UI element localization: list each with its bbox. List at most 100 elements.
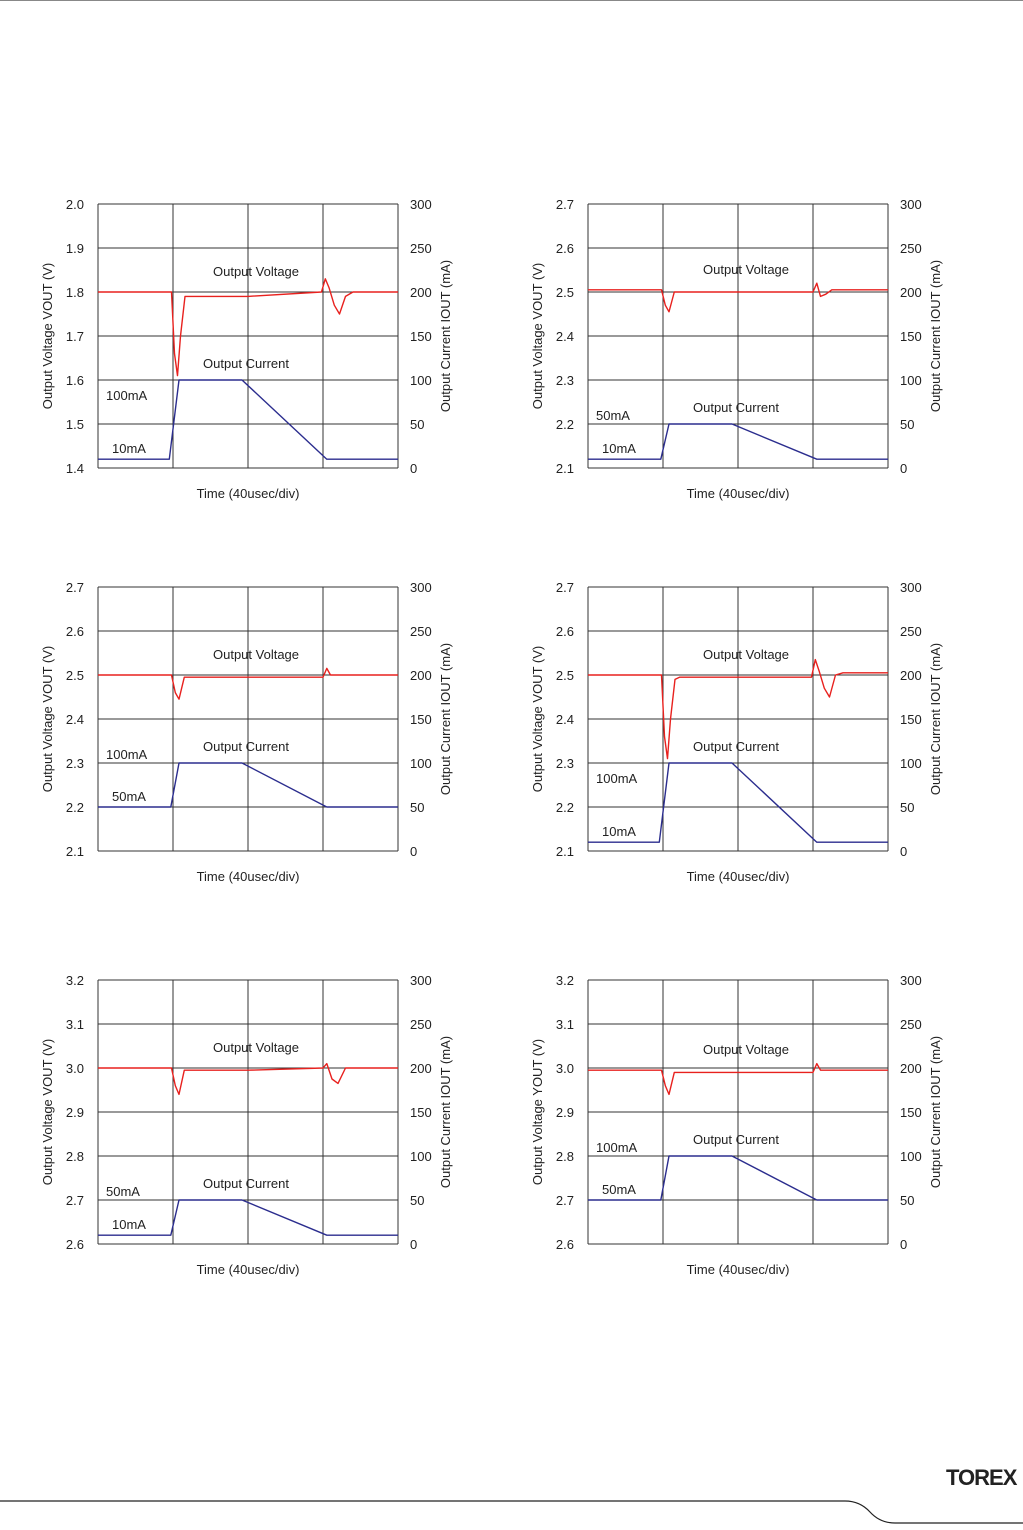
y-tick-label: 2.3 bbox=[556, 373, 574, 388]
y2-axis-title: Output Current IOUT (mA) bbox=[928, 643, 943, 795]
y2-tick-label: 100 bbox=[410, 1149, 432, 1164]
output-voltage-label: Output Voltage bbox=[213, 1040, 299, 1055]
y2-axis-title: Output Current IOUT (mA) bbox=[438, 1036, 453, 1188]
y-tick-label: 2.3 bbox=[556, 756, 574, 771]
chart-1-svg: 1.4 1.5 1.6 1.7 1.8 1.9 2.0 0 50 100 150 200 250 300 T… bbox=[40, 197, 453, 501]
chart-6-svg: 2.6 2.7 2.8 2.9 3.0 3.1 3.2 0 50 100 150 200 250 300 T… bbox=[530, 973, 943, 1277]
y2-tick-label: 150 bbox=[900, 712, 922, 727]
high-current-label: 100mA bbox=[596, 1140, 638, 1155]
low-current-label: 50mA bbox=[602, 1182, 636, 1197]
voltage-series-line bbox=[588, 1062, 888, 1096]
voltage-series-line bbox=[98, 1062, 398, 1096]
output-voltage-label: Output Voltage bbox=[703, 262, 789, 277]
y2-tick-label: 100 bbox=[410, 756, 432, 771]
y2-tick-label: 250 bbox=[410, 624, 432, 639]
y-tick-label: 2.4 bbox=[66, 712, 84, 727]
y2-tick-label: 100 bbox=[900, 373, 922, 388]
x-axis-title: Time (40usec/div) bbox=[197, 1262, 300, 1277]
torex-logo: TOREX bbox=[946, 1465, 1017, 1490]
y2-tick-label: 0 bbox=[410, 844, 417, 859]
y-tick-label: 1.6 bbox=[66, 373, 84, 388]
y-tick-label: 2.8 bbox=[556, 1149, 574, 1164]
x-axis-title: Time (40usec/div) bbox=[687, 1262, 790, 1277]
y2-tick-label: 250 bbox=[900, 241, 922, 256]
y2-tick-label: 0 bbox=[900, 461, 907, 476]
y-tick-label: 2.8 bbox=[66, 1149, 84, 1164]
y-tick-label: 1.9 bbox=[66, 241, 84, 256]
y-tick-label: 2.7 bbox=[556, 580, 574, 595]
plot-grid bbox=[97, 979, 399, 1245]
high-current-label: 50mA bbox=[106, 1184, 140, 1199]
chart-4-svg: 2.1 2.2 2.3 2.4 2.5 2.6 2.7 0 50 100 150 200 250 300 T… bbox=[530, 580, 943, 884]
voltage-series-line bbox=[588, 282, 888, 313]
y-tick-label: 3.1 bbox=[556, 1017, 574, 1032]
current-series-line bbox=[588, 1155, 888, 1201]
chart-4: 2.1 2.2 2.3 2.4 2.5 2.6 2.7 0 50 100 150 200 250 300 T… bbox=[520, 573, 990, 893]
chart-2: 2.1 2.2 2.3 2.4 2.5 2.6 2.7 0 50 100 150 200 250 300 T… bbox=[520, 190, 990, 510]
y-tick-label: 2.6 bbox=[556, 241, 574, 256]
y2-axis-title: Output Current IOUT (mA) bbox=[438, 260, 453, 412]
chart-1: 1.4 1.5 1.6 1.7 1.8 1.9 2.0 0 50 100 150 200 250 300 T… bbox=[30, 190, 500, 510]
y-axis-title: Output Voltage VOUT (V) bbox=[530, 646, 545, 792]
y-tick-label: 3.0 bbox=[66, 1061, 84, 1076]
y2-tick-label: 150 bbox=[410, 1105, 432, 1120]
high-current-label: 100mA bbox=[106, 747, 148, 762]
y-tick-label: 2.2 bbox=[556, 800, 574, 815]
y2-tick-label: 50 bbox=[900, 1193, 914, 1208]
x-axis-title: Time (40usec/div) bbox=[687, 486, 790, 501]
y-tick-label: 1.5 bbox=[66, 417, 84, 432]
y2-tick-label: 300 bbox=[410, 973, 432, 988]
low-current-label: 10mA bbox=[602, 441, 636, 456]
high-current-label: 100mA bbox=[596, 771, 638, 786]
y-tick-label: 2.4 bbox=[556, 712, 574, 727]
y-axis-title: Output Voltage VOUT (V) bbox=[40, 1039, 55, 1185]
output-current-label: Output Current bbox=[693, 739, 779, 754]
y2-tick-label: 150 bbox=[410, 712, 432, 727]
y2-tick-label: 0 bbox=[410, 461, 417, 476]
y2-tick-label: 200 bbox=[900, 285, 922, 300]
y-axis-title: Output Voltage VOUT (V) bbox=[40, 263, 55, 409]
y-tick-label: 2.6 bbox=[556, 1237, 574, 1252]
high-current-label: 50mA bbox=[596, 408, 630, 423]
y2-tick-label: 100 bbox=[410, 373, 432, 388]
y2-tick-label: 100 bbox=[900, 756, 922, 771]
y-tick-label: 1.7 bbox=[66, 329, 84, 344]
plot-grid bbox=[587, 586, 889, 852]
output-voltage-label: Output Voltage bbox=[213, 647, 299, 662]
y2-tick-label: 200 bbox=[900, 1061, 922, 1076]
chart-2-svg: 2.1 2.2 2.3 2.4 2.5 2.6 2.7 0 50 100 150 200 250 300 T… bbox=[530, 197, 943, 501]
voltage-series-line bbox=[588, 658, 888, 760]
output-current-label: Output Current bbox=[693, 400, 779, 415]
y2-tick-label: 250 bbox=[410, 241, 432, 256]
y2-tick-label: 50 bbox=[410, 1193, 424, 1208]
y2-tick-label: 200 bbox=[410, 285, 432, 300]
y2-tick-label: 250 bbox=[410, 1017, 432, 1032]
output-voltage-label: Output Voltage bbox=[703, 647, 789, 662]
y2-axis-title: Output Current IOUT (mA) bbox=[928, 1036, 943, 1188]
y2-tick-label: 150 bbox=[410, 329, 432, 344]
chart-5: 2.6 2.7 2.8 2.9 3.0 3.1 3.2 0 50 100 150 200 250 300 T… bbox=[30, 966, 500, 1286]
voltage-series-line bbox=[98, 278, 398, 377]
top-rule bbox=[0, 0, 1023, 1]
y-tick-label: 1.4 bbox=[66, 461, 84, 476]
y2-tick-label: 150 bbox=[900, 1105, 922, 1120]
y-tick-label: 3.1 bbox=[66, 1017, 84, 1032]
y-tick-label: 2.6 bbox=[66, 1237, 84, 1252]
y2-tick-label: 300 bbox=[900, 973, 922, 988]
low-current-label: 50mA bbox=[112, 789, 146, 804]
y2-tick-label: 200 bbox=[410, 668, 432, 683]
y-tick-label: 2.0 bbox=[66, 197, 84, 212]
y2-tick-label: 200 bbox=[900, 668, 922, 683]
voltage-series-line bbox=[98, 667, 398, 700]
y2-tick-label: 50 bbox=[900, 800, 914, 815]
y2-tick-label: 50 bbox=[410, 417, 424, 432]
chart-6: 2.6 2.7 2.8 2.9 3.0 3.1 3.2 0 50 100 150 200 250 300 T… bbox=[520, 966, 990, 1286]
y2-tick-label: 0 bbox=[900, 1237, 907, 1252]
y-tick-label: 2.7 bbox=[556, 197, 574, 212]
y-tick-label: 2.4 bbox=[556, 329, 574, 344]
high-current-label: 100mA bbox=[106, 388, 148, 403]
chart-3: 2.1 2.2 2.3 2.4 2.5 2.6 2.7 0 50 100 150 200 250 300 T… bbox=[30, 573, 500, 893]
current-series-line bbox=[98, 379, 398, 460]
y-tick-label: 2.6 bbox=[66, 624, 84, 639]
y-tick-label: 2.9 bbox=[66, 1105, 84, 1120]
